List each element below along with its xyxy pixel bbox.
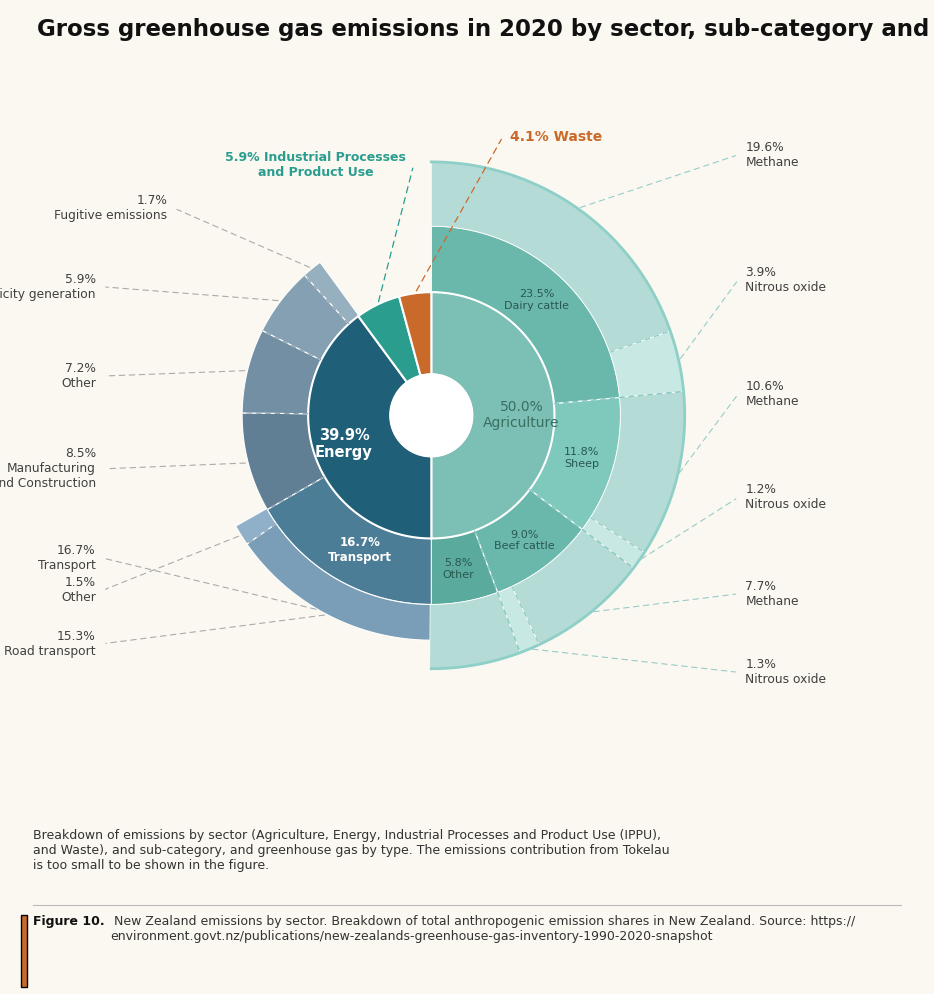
Text: 10.6%
Methane: 10.6% Methane [745, 380, 799, 408]
Circle shape [390, 375, 473, 456]
Text: 16.7%
Transport: 16.7% Transport [328, 537, 392, 565]
Polygon shape [474, 490, 582, 592]
Text: 4.1% Waste: 4.1% Waste [510, 130, 602, 144]
Polygon shape [359, 296, 420, 383]
Text: Gross greenhouse gas emissions in 2020 by sector, sub-category and gas type: Gross greenhouse gas emissions in 2020 b… [37, 18, 934, 41]
Text: New Zealand emissions by sector. Breakdown of total anthropogenic emission share: New Zealand emissions by sector. Breakdo… [110, 915, 856, 943]
Text: 1.2%
Nitrous oxide: 1.2% Nitrous oxide [745, 483, 827, 511]
Polygon shape [308, 316, 432, 539]
Polygon shape [530, 398, 620, 530]
Text: 7.2%
Other: 7.2% Other [61, 362, 96, 390]
Polygon shape [304, 262, 359, 324]
Polygon shape [610, 331, 684, 398]
Text: 16.7%
Transport: 16.7% Transport [38, 544, 96, 573]
Text: 9.0%
Beef cattle: 9.0% Beef cattle [494, 530, 555, 552]
Polygon shape [432, 292, 555, 539]
Polygon shape [512, 530, 633, 645]
FancyBboxPatch shape [21, 915, 27, 987]
Polygon shape [430, 592, 520, 669]
Polygon shape [242, 413, 324, 510]
Text: 23.5%
Dairy cattle: 23.5% Dairy cattle [504, 289, 569, 310]
Polygon shape [431, 531, 498, 604]
Polygon shape [235, 509, 276, 544]
Text: 19.6%
Methane: 19.6% Methane [745, 141, 799, 169]
Text: 50.0%
Agriculture: 50.0% Agriculture [484, 401, 559, 430]
Text: 5.9% Industrial Processes
and Product Use: 5.9% Industrial Processes and Product Us… [225, 151, 406, 180]
Text: 5.9%
Electricity generation: 5.9% Electricity generation [0, 272, 96, 301]
Text: 1.5%
Other: 1.5% Other [61, 577, 96, 604]
Polygon shape [247, 524, 432, 640]
Text: 1.7%
Fugitive emissions: 1.7% Fugitive emissions [54, 194, 167, 223]
Polygon shape [432, 226, 619, 404]
Text: Breakdown of emissions by sector (Agriculture, Energy, Industrial Processes and : Breakdown of emissions by sector (Agricu… [33, 829, 670, 873]
Text: 3.9%
Nitrous oxide: 3.9% Nitrous oxide [745, 265, 827, 293]
Polygon shape [267, 477, 432, 604]
Text: 7.7%
Methane: 7.7% Methane [745, 580, 799, 607]
Polygon shape [432, 162, 671, 352]
Text: 5.8%
Other: 5.8% Other [443, 559, 474, 580]
Polygon shape [590, 392, 685, 553]
Text: 39.9%
Energy: 39.9% Energy [315, 427, 373, 460]
Text: 1.3%
Nitrous oxide: 1.3% Nitrous oxide [745, 658, 827, 686]
Polygon shape [399, 292, 432, 376]
Polygon shape [242, 330, 321, 414]
Polygon shape [498, 586, 539, 653]
Text: Figure 10.: Figure 10. [33, 915, 105, 928]
Polygon shape [262, 275, 348, 360]
Polygon shape [582, 518, 644, 569]
Text: 8.5%
Manufacturing
and Construction: 8.5% Manufacturing and Construction [0, 447, 96, 490]
Text: 11.8%
Sheep: 11.8% Sheep [564, 447, 600, 469]
Text: 15.3%
Road transport: 15.3% Road transport [4, 630, 96, 658]
